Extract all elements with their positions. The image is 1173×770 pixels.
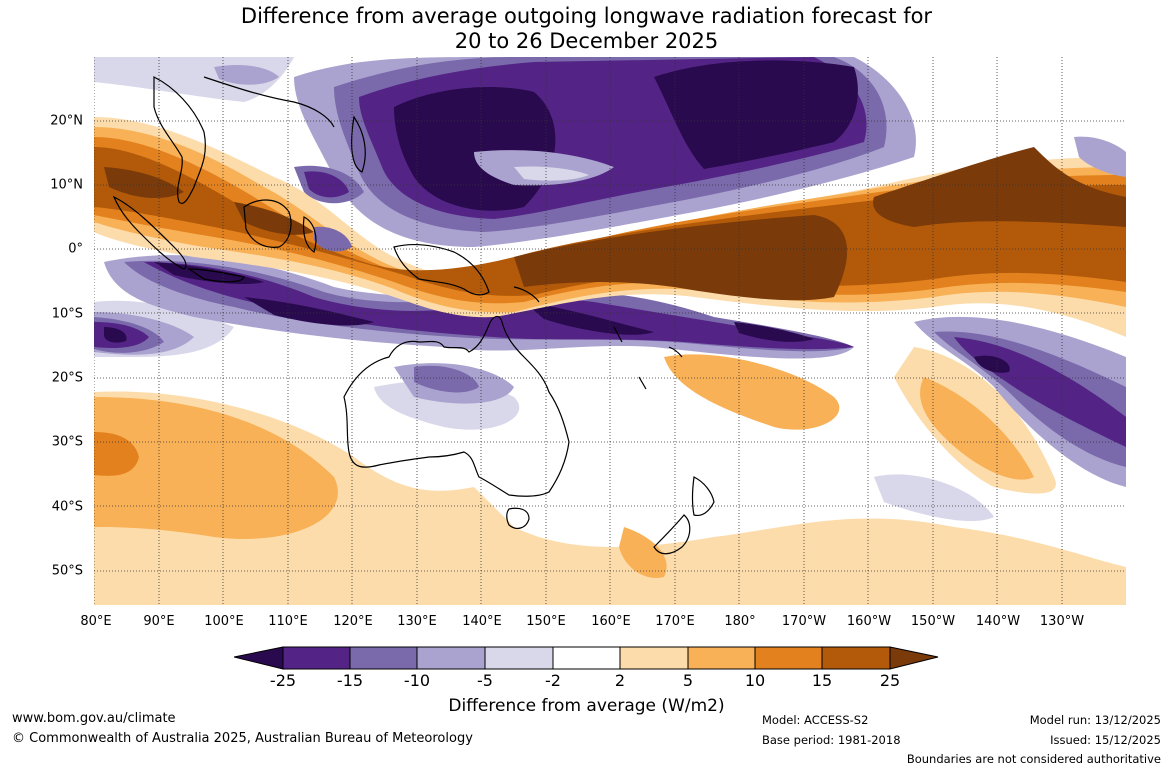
base-period-text: Base period: 1981-2018: [762, 733, 901, 747]
colorbar: [234, 646, 939, 670]
lat-label-10s: 10°S: [51, 306, 83, 322]
colorbar-tick-label: -25: [269, 671, 297, 690]
lon-label-150w: 150°W: [910, 614, 956, 629]
solomon-islands: [513, 286, 540, 303]
lat-label-40s: 40°S: [51, 499, 83, 515]
lat-label-20n: 20°N: [50, 113, 83, 129]
nz-south-coast: [653, 514, 691, 555]
map-title: Difference from average outgoing longwav…: [0, 4, 1173, 54]
map-canvas: [94, 57, 1126, 605]
model-run-text: Model run: 13/12/2025: [1029, 713, 1161, 727]
philippines-coast: [351, 115, 366, 173]
disclaimer-text: Boundaries are not considered authoritat…: [906, 752, 1161, 766]
colorbar-segment: [416, 646, 486, 670]
colorbar-tick-label: -15: [336, 671, 364, 690]
colorbar-tick-label: 10: [744, 671, 766, 690]
new-caledonia: [638, 376, 647, 390]
colorbar-segment: [349, 646, 418, 670]
fiji-islands: [668, 346, 683, 358]
new-guinea-coast: [393, 243, 490, 296]
colorbar-segment: [282, 646, 351, 670]
java-coast: [187, 268, 245, 283]
colorbar-segment: [552, 646, 621, 670]
indochina-coast: [153, 76, 206, 204]
lon-label-110e: 110°E: [268, 614, 308, 629]
lon-label-160w: 160°W: [846, 614, 892, 629]
colorbar-segment: [619, 646, 689, 670]
lon-label-140w: 140°W: [975, 614, 1021, 629]
tasmania-coast: [506, 507, 530, 529]
colorbar-segment: [754, 646, 823, 670]
sulawesi-coast: [302, 216, 317, 253]
colorbar-segment: [484, 646, 554, 670]
copyright-text: © Commonwealth of Australia 2025, Austra…: [12, 731, 473, 746]
colorbar-tick-label: 5: [682, 671, 694, 690]
lon-label-140e: 140°E: [462, 614, 502, 629]
lon-label-170e: 170°E: [655, 614, 695, 629]
sumatra-coast: [112, 195, 187, 270]
lon-label-130w: 130°W: [1039, 614, 1085, 629]
lon-label-160e: 160°E: [591, 614, 631, 629]
lon-label-80e: 80°E: [80, 614, 112, 629]
lon-label-120e: 120°E: [333, 614, 373, 629]
issued-text: Issued: 15/12/2025: [1050, 733, 1161, 747]
colorbar-units-label: Difference from average (W/m2): [448, 696, 725, 716]
lon-label-90e: 90°E: [143, 614, 175, 629]
china-coast: [203, 76, 335, 128]
title-line-2: 20 to 26 December 2025: [454, 29, 719, 53]
lon-label-130e: 130°E: [397, 614, 437, 629]
model-text: Model: ACCESS-S2: [762, 713, 869, 727]
colorbar-tick-label: -5: [477, 671, 493, 690]
olr-anomaly-map: [94, 57, 1126, 605]
lon-label-180: 180°: [724, 614, 756, 629]
australia-coast: [343, 315, 570, 497]
lat-label-10n: 10°N: [50, 177, 83, 193]
lat-label-equator: 0°: [68, 241, 83, 257]
colorbar-tick-label: 2: [614, 671, 626, 690]
colorbar-tick-label: -10: [403, 671, 431, 690]
lat-label-20s: 20°S: [51, 370, 83, 386]
lon-label-170w: 170°W: [781, 614, 827, 629]
colorbar-segment-extend-low: [234, 646, 284, 670]
colorbar-tick-label: 15: [811, 671, 833, 690]
vanuatu-islands: [613, 326, 623, 343]
colorbar-segment: [687, 646, 756, 670]
colorbar-tick-label: 25: [879, 671, 901, 690]
nz-north-coast: [691, 476, 715, 517]
lon-label-100e: 100°E: [204, 614, 244, 629]
coastlines: [112, 76, 715, 555]
graticule: [94, 57, 1126, 605]
website-link[interactable]: www.bom.gov.au/climate: [12, 711, 176, 726]
colorbar-segment-extend-high: [889, 646, 939, 670]
colorbar-segment: [821, 646, 891, 670]
lat-label-30s: 30°S: [51, 434, 83, 450]
lat-label-50s: 50°S: [51, 563, 83, 579]
title-line-1: Difference from average outgoing longwav…: [240, 4, 933, 28]
lon-label-150e: 150°E: [526, 614, 566, 629]
colorbar-tick-label: -2: [545, 671, 561, 690]
borneo-coast: [243, 199, 292, 248]
